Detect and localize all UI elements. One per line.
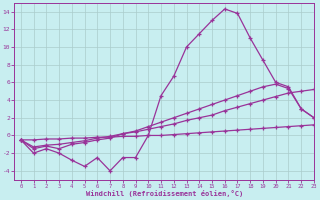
- X-axis label: Windchill (Refroidissement éolien,°C): Windchill (Refroidissement éolien,°C): [85, 190, 243, 197]
